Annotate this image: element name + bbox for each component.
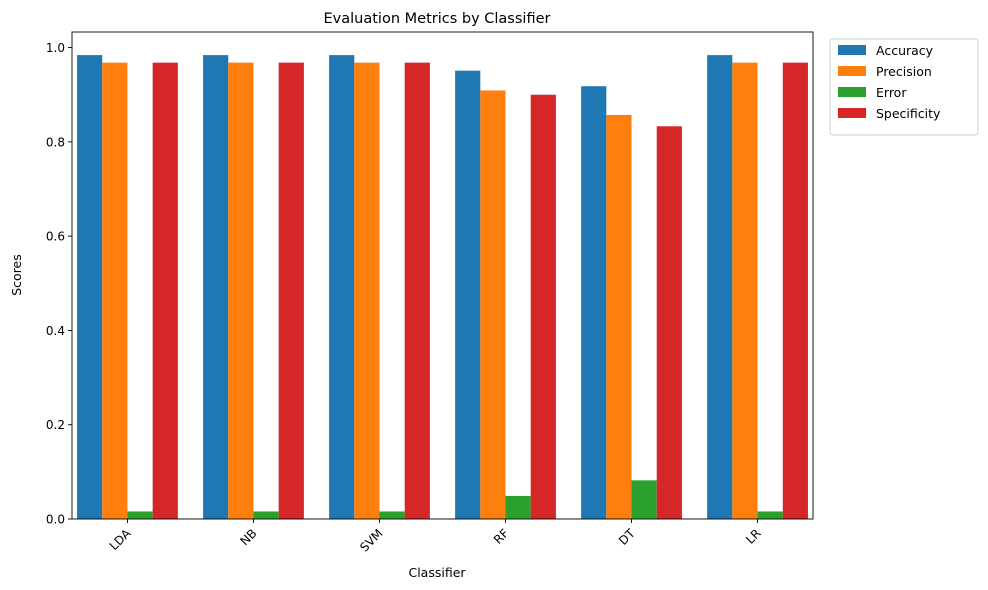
y-axis-label: Scores	[9, 254, 24, 296]
bars-group	[77, 55, 808, 520]
x-axis: LDA NB SVM RF DT LR	[107, 519, 764, 555]
chart-title: Evaluation Metrics by Classifier	[324, 11, 551, 27]
bar-accuracy-dt	[581, 86, 607, 519]
bar-precision-nb	[228, 62, 254, 519]
bar-error-svm	[379, 511, 405, 519]
y-tick-label: 0.6	[46, 230, 65, 244]
x-tick-label-lda: LDA	[107, 526, 134, 553]
bar-precision-dt	[606, 114, 632, 519]
legend-swatch-specificity	[838, 108, 866, 118]
bar-error-nb	[253, 511, 279, 519]
bar-accuracy-svm	[329, 55, 355, 519]
legend-label-specificity: Specificity	[876, 106, 941, 121]
x-tick-label-dt: DT	[616, 526, 638, 548]
bar-specificity-lda	[152, 62, 178, 519]
bar-accuracy-lda	[77, 55, 103, 519]
x-tick-label-lr: LR	[743, 526, 764, 547]
bar-precision-lr	[732, 62, 758, 519]
y-tick-label: 0.0	[46, 513, 65, 527]
bar-specificity-svm	[404, 62, 430, 519]
legend-swatch-precision	[838, 66, 866, 76]
bar-precision-lda	[102, 62, 128, 519]
x-tick-label-svm: SVM	[357, 526, 385, 554]
legend-label-error: Error	[876, 85, 907, 100]
legend-swatch-accuracy	[838, 45, 866, 55]
y-tick-label: 1.0	[46, 41, 65, 55]
bar-specificity-dt	[656, 126, 682, 519]
legend-frame	[829, 38, 979, 136]
bar-error-rf	[505, 495, 531, 519]
bar-specificity-nb	[278, 62, 304, 519]
y-tick-label: 0.4	[46, 324, 65, 338]
bar-error-dt	[631, 480, 657, 519]
bar-error-lda	[127, 511, 153, 519]
y-tick-label: 0.2	[46, 418, 65, 432]
legend-label-precision: Precision	[876, 64, 932, 79]
bar-precision-rf	[480, 90, 506, 519]
bar-accuracy-nb	[203, 55, 229, 519]
legend-label-accuracy: Accuracy	[876, 43, 934, 58]
legend: Accuracy Precision Error Specificity	[829, 38, 979, 136]
x-axis-label: Classifier	[408, 565, 466, 580]
plot-area-frame	[71, 31, 814, 520]
bar-precision-svm	[354, 62, 380, 519]
y-tick-label: 0.8	[46, 135, 65, 149]
bar-accuracy-lr	[707, 55, 733, 519]
bar-accuracy-rf	[455, 70, 481, 520]
y-axis: 0.0 0.2 0.4 0.6 0.8 1.0	[46, 41, 72, 527]
x-tick-label-nb: NB	[238, 526, 260, 548]
legend-swatch-error	[838, 87, 866, 97]
bar-error-lr	[757, 511, 783, 519]
bar-specificity-lr	[782, 62, 808, 519]
bar-specificity-rf	[530, 94, 556, 519]
x-tick-label-rf: RF	[491, 526, 512, 547]
